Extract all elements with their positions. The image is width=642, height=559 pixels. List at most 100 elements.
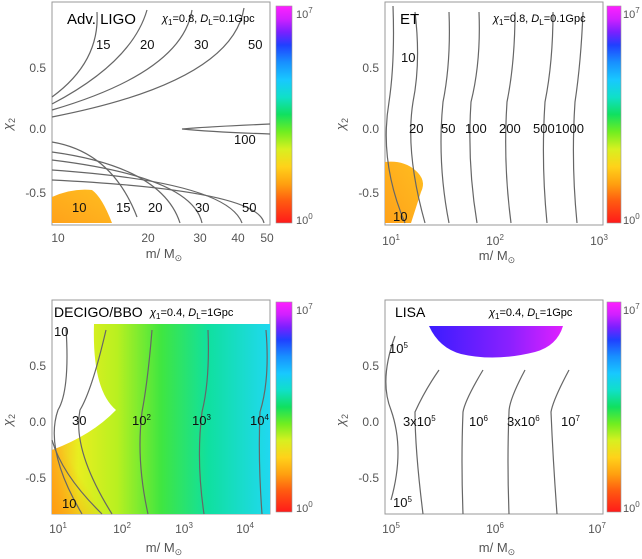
snr-region — [385, 161, 423, 223]
x-axis-label: m/ M⊙ — [146, 246, 182, 263]
x-tick: 102 — [486, 233, 504, 248]
y-axis-label: χ2 — [333, 118, 350, 131]
x-axis-label: m/ M⊙ — [479, 248, 515, 265]
x-axis-label: m/ M⊙ — [146, 540, 182, 557]
x-tick: 104 — [236, 521, 254, 536]
contour-label: 10 — [62, 496, 76, 511]
x-tick: 107 — [588, 521, 606, 536]
contour-label: 3x106 — [507, 414, 540, 429]
y-tick: 0.0 — [29, 415, 46, 429]
contour-lines — [51, 7, 271, 224]
contour-label: 103 — [192, 413, 211, 428]
x-ticks: 105 106 107 — [382, 521, 606, 536]
x-tick: 103 — [175, 521, 193, 536]
y-ticks: -0.5 0.0 0.5 — [358, 61, 379, 200]
contour-label: 100 — [465, 121, 487, 136]
contour-label: 105 — [389, 341, 408, 356]
y-tick: 0.0 — [29, 122, 46, 136]
panel-params: χ1=0.8, DL=0.1Gpc — [161, 13, 255, 27]
panel-params: χ1=0.4, DL=1Gpc — [149, 307, 234, 321]
y-axis-label: χ2 — [333, 414, 350, 427]
contour-label: 20 — [148, 200, 162, 215]
snr-region — [429, 326, 563, 358]
panel-params: χ1=0.8, DL=0.1Gpc — [492, 13, 586, 27]
x-tick: 101 — [49, 521, 67, 536]
colorbar — [606, 301, 622, 513]
y-ticks: -0.5 0.0 0.5 — [25, 359, 46, 485]
panel-title: Adv. LIGO — [67, 11, 136, 28]
x-tick: 103 — [590, 233, 608, 248]
y-tick: 0.5 — [362, 359, 379, 373]
y-tick: 0.0 — [362, 122, 379, 136]
colorbar — [275, 5, 293, 224]
contour-label: 20 — [409, 121, 423, 136]
panel-adv-ligo: Adv. LIGO χ1=0.8, DL=0.1Gpc 15 20 30 50 … — [0, 1, 313, 263]
colorbar-min-label: 100 — [623, 212, 640, 227]
contour-label: 500 — [533, 121, 555, 136]
contour-label: 10 — [72, 200, 86, 215]
contour-label: 1000 — [555, 121, 584, 136]
x-tick: 101 — [382, 233, 400, 248]
panel-lisa: LISA χ1=0.4, DL=1Gpc 105 3x105 106 3x106… — [333, 299, 640, 557]
contour-label: 105 — [393, 495, 412, 510]
y-tick: -0.5 — [358, 186, 379, 200]
y-ticks: -0.5 0.0 0.5 — [25, 61, 46, 200]
x-tick: 102 — [113, 521, 131, 536]
plot-frame — [51, 1, 271, 226]
snr-region — [52, 189, 112, 223]
contour-label: 50 — [248, 37, 262, 52]
contour-lines — [385, 335, 570, 515]
contour-label: 50 — [242, 200, 256, 215]
contour-lines — [385, 5, 584, 224]
y-tick: 0.5 — [29, 359, 46, 373]
panel-title: DECIGO/BBO — [54, 304, 143, 320]
y-tick: -0.5 — [25, 471, 46, 485]
panel-params: χ1=0.4, DL=1Gpc — [488, 307, 573, 321]
x-tick: 50 — [260, 231, 274, 245]
colorbar — [275, 301, 293, 513]
y-tick: -0.5 — [358, 471, 379, 485]
y-tick: 0.5 — [29, 61, 46, 75]
colorbar-min-label: 100 — [623, 500, 640, 515]
y-tick: -0.5 — [25, 186, 46, 200]
contour-label: 30 — [195, 200, 209, 215]
contour-label: 50 — [441, 121, 455, 136]
contour-label: 10 — [393, 209, 407, 224]
panel-et: ET χ1=0.8, DL=0.1Gpc 10 20 50 100 200 50… — [333, 1, 640, 265]
x-ticks: 101 102 103 — [382, 233, 608, 248]
contour-label: 10 — [401, 50, 415, 65]
contour-label: 30 — [194, 37, 208, 52]
colorbar-max-label: 107 — [623, 6, 640, 21]
x-ticks: 101 102 103 104 — [49, 521, 254, 536]
x-axis-label: m/ M⊙ — [479, 540, 515, 557]
colorbar-max-label: 107 — [623, 302, 640, 317]
x-tick: 10 — [51, 231, 65, 245]
contour-label: 200 — [499, 121, 521, 136]
x-tick: 20 — [141, 231, 155, 245]
x-tick: 30 — [193, 231, 207, 245]
contour-label: 20 — [140, 37, 154, 52]
colorbar-min-label: 100 — [296, 500, 313, 515]
x-tick: 40 — [231, 231, 245, 245]
panel-title: ET — [400, 11, 419, 28]
contour-label: 30 — [72, 413, 86, 428]
contour-label: 15 — [96, 37, 110, 52]
x-tick: 106 — [486, 521, 504, 536]
contour-label: 100 — [234, 132, 256, 147]
contour-lines — [51, 327, 268, 515]
y-ticks: -0.5 0.0 0.5 — [358, 359, 379, 485]
colorbar-max-label: 107 — [296, 6, 313, 21]
contour-label: 15 — [116, 200, 130, 215]
y-axis-label: χ2 — [0, 414, 17, 427]
x-ticks: 10 20 30 40 50 — [51, 231, 274, 245]
contour-label: 104 — [250, 413, 269, 428]
contour-label: 3x105 — [403, 414, 436, 429]
contour-label: 10 — [54, 324, 68, 339]
contour-label: 107 — [561, 414, 580, 429]
contour-label: 102 — [132, 413, 151, 428]
panel-title: LISA — [395, 304, 426, 320]
y-axis-label: χ2 — [0, 118, 17, 131]
y-tick: 0.0 — [362, 415, 379, 429]
colorbar — [606, 5, 622, 224]
